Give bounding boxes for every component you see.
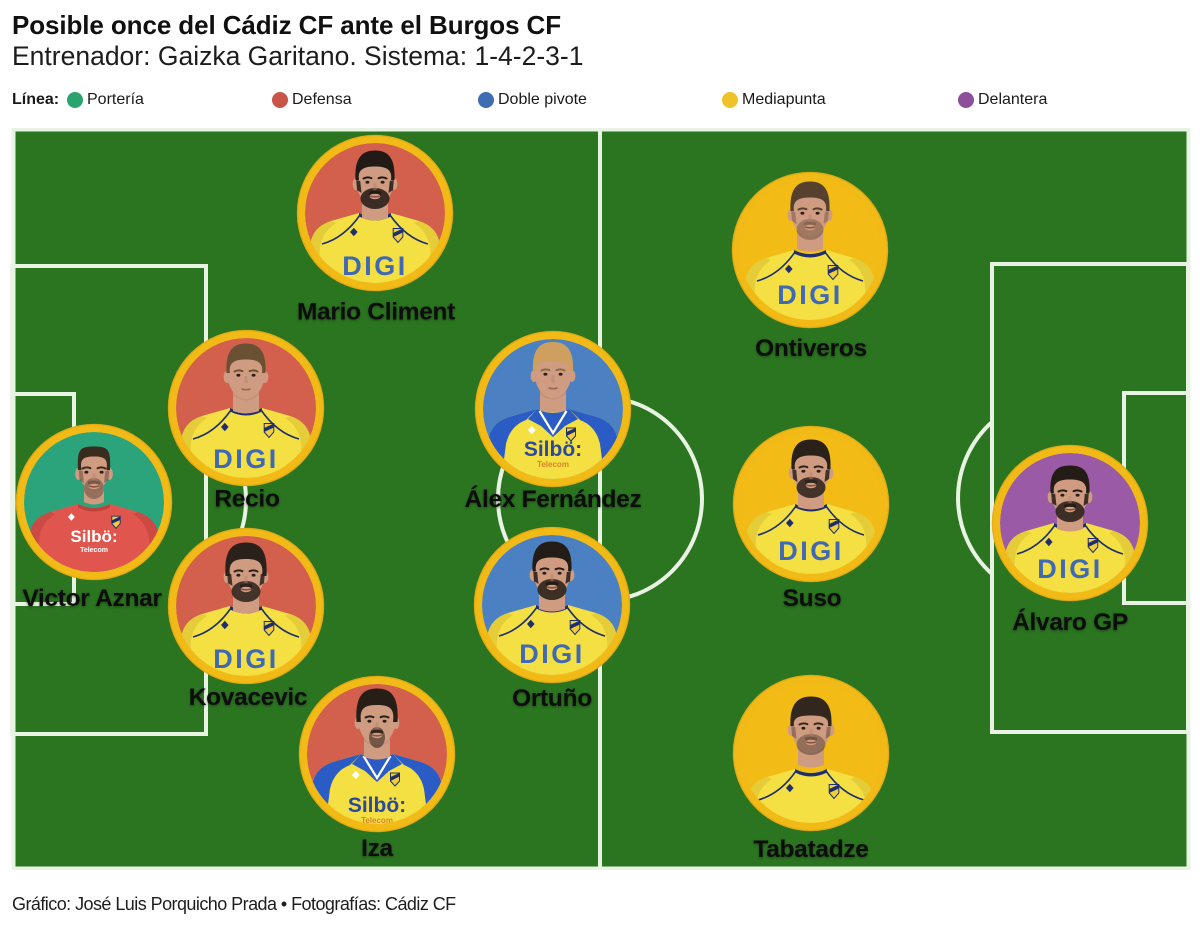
svg-text:DIGI: DIGI: [1037, 554, 1103, 584]
svg-text:Ontiveros: Ontiveros: [755, 335, 867, 362]
svg-text:DIGI: DIGI: [342, 251, 408, 281]
svg-text:Álex Fernández: Álex Fernández: [465, 485, 642, 513]
svg-text:Telecom: Telecom: [361, 816, 393, 825]
svg-text:Silbö:: Silbö:: [348, 794, 406, 817]
svg-text:Victor Aznar: Victor Aznar: [22, 585, 162, 612]
svg-text:DIGI: DIGI: [778, 536, 844, 566]
svg-text:DIGI: DIGI: [777, 280, 843, 310]
svg-text:Álvaro GP: Álvaro GP: [1012, 608, 1128, 636]
svg-text:Ortuño: Ortuño: [512, 685, 592, 712]
svg-text:DIGI: DIGI: [778, 821, 844, 851]
svg-text:Telecom: Telecom: [80, 547, 108, 554]
svg-text:Recio: Recio: [214, 486, 280, 513]
svg-text:Silbö:: Silbö:: [524, 438, 582, 461]
svg-text:DIGI: DIGI: [213, 444, 279, 474]
svg-text:DIGI: DIGI: [213, 644, 279, 674]
svg-text:DIGI: DIGI: [519, 639, 585, 669]
svg-text:Tabatadze: Tabatadze: [753, 836, 868, 863]
svg-text:Silbö:: Silbö:: [70, 527, 117, 546]
svg-text:Telecom: Telecom: [537, 460, 569, 469]
svg-text:Suso: Suso: [783, 585, 842, 612]
svg-text:Mario Climent: Mario Climent: [297, 299, 455, 326]
svg-text:Iza: Iza: [361, 835, 393, 862]
svg-text:Kovacevic: Kovacevic: [189, 684, 308, 711]
